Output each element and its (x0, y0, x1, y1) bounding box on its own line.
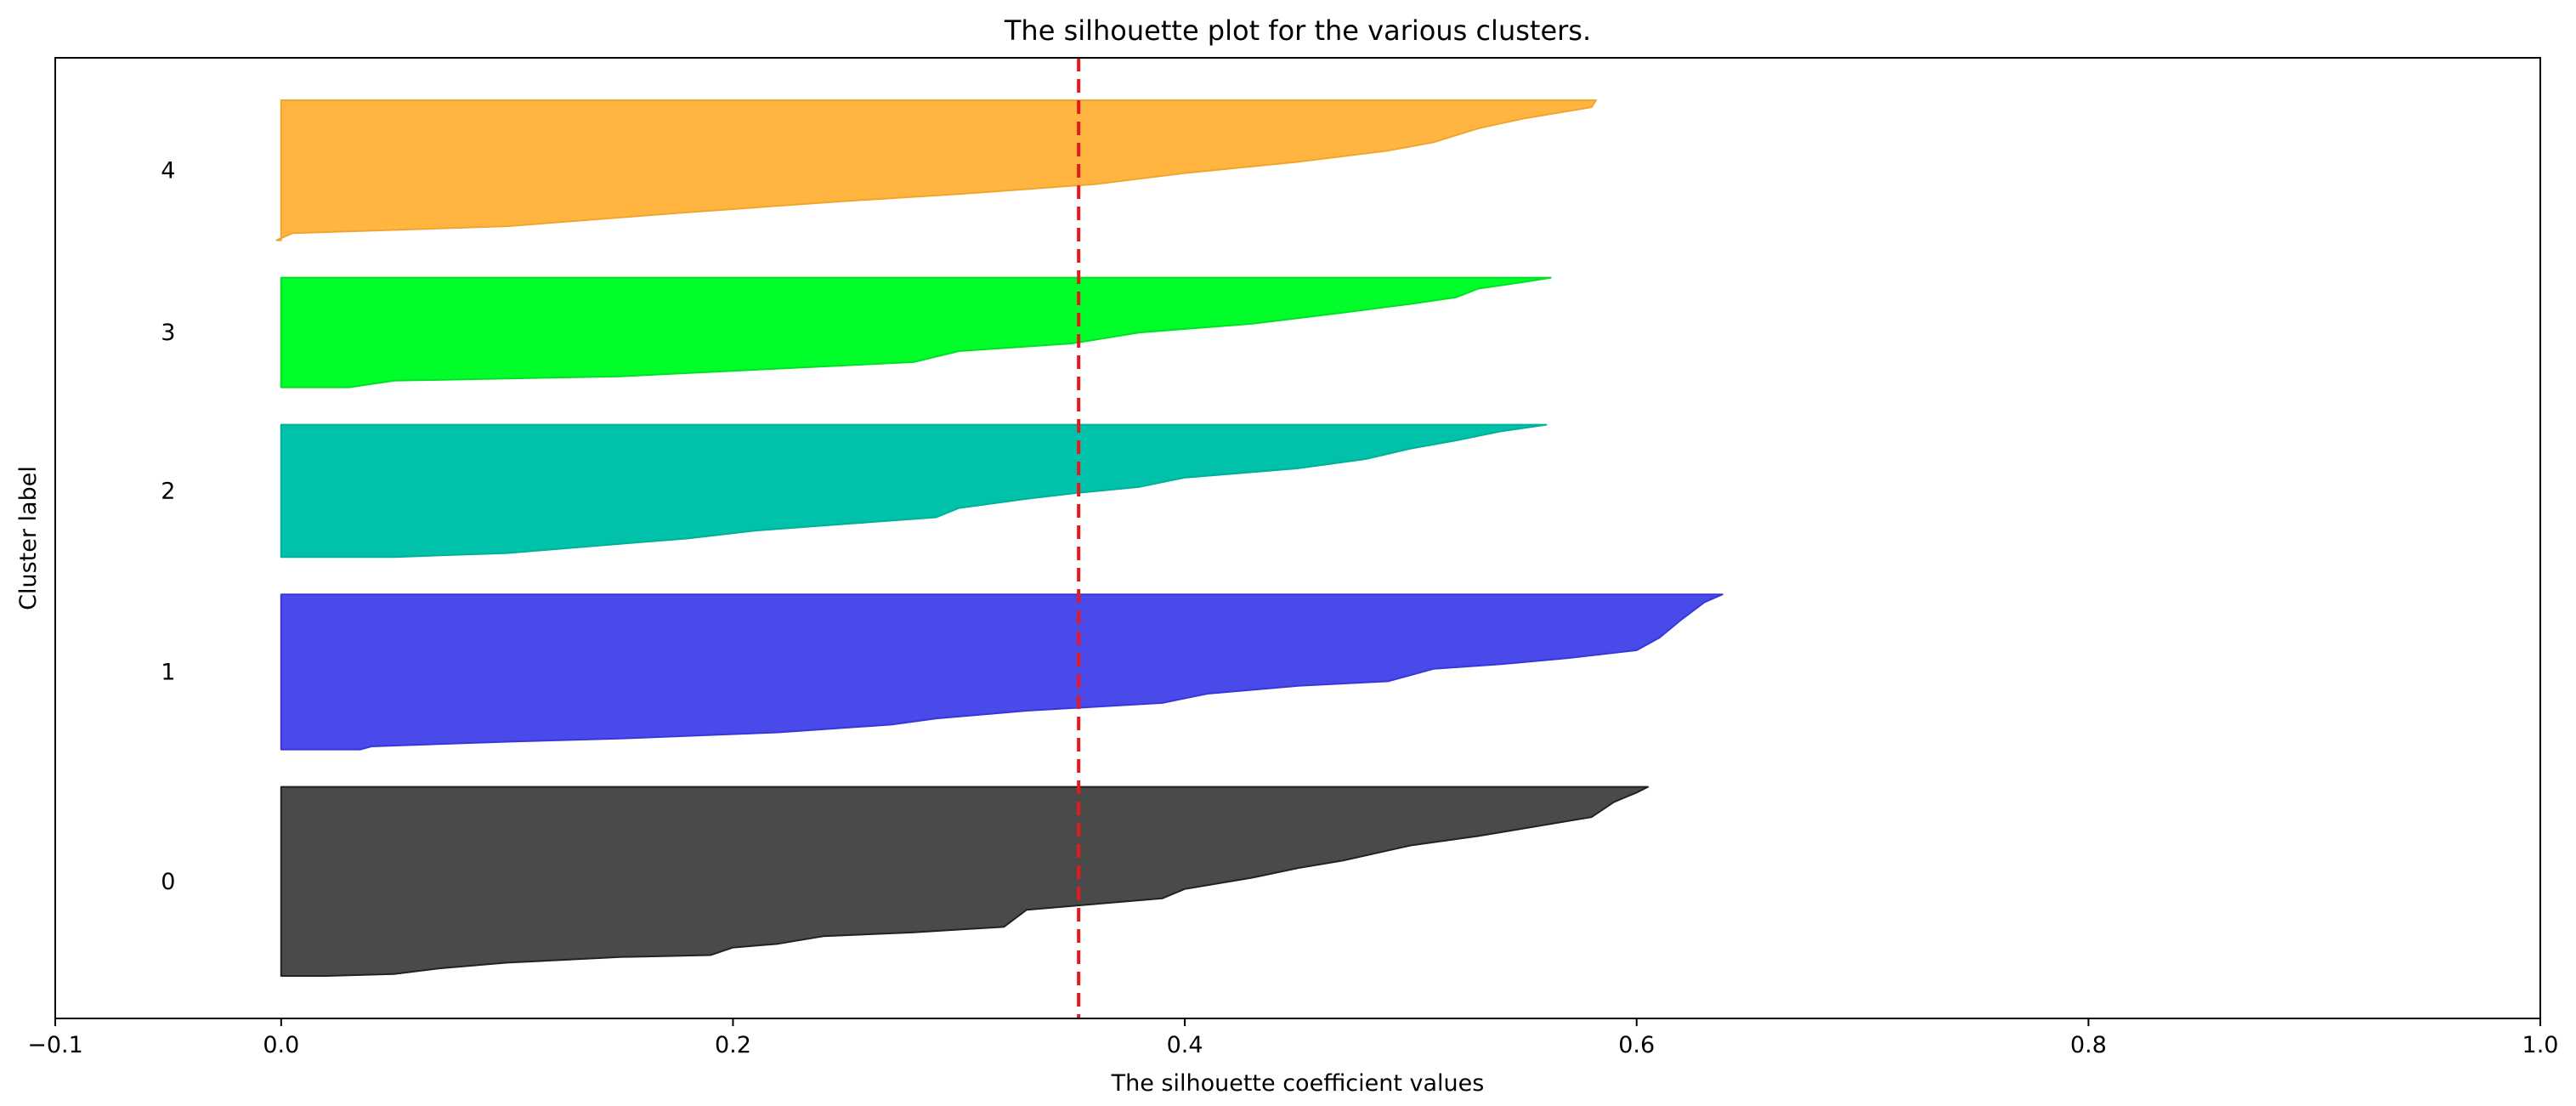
cluster-3-silhouette (280, 276, 1552, 389)
x-tick-label: 0.2 (715, 1032, 751, 1058)
x-axis-ticks: −0.1 0.0 0.2 0.4 0.6 0.8 1.0 (27, 1018, 2558, 1058)
chart-title: The silhouette plot for the various clus… (1004, 14, 1591, 47)
cluster-label-4: 4 (161, 157, 175, 184)
cluster-label-3: 3 (161, 320, 175, 346)
cluster-silhouettes (275, 99, 1724, 977)
cluster-2-silhouette (280, 423, 1548, 559)
x-tick-label: 0.6 (1618, 1032, 1655, 1058)
x-tick-label: 0.8 (2070, 1032, 2107, 1058)
y-axis-label: Cluster label (15, 466, 42, 610)
x-tick-label: 1.0 (2522, 1032, 2559, 1058)
cluster-labels: 0 1 2 3 4 (161, 157, 175, 895)
cluster-4-silhouette (275, 99, 1597, 241)
x-tick-label: 0.0 (263, 1032, 299, 1058)
cluster-label-2: 2 (161, 478, 175, 504)
cluster-0-silhouette (280, 786, 1649, 977)
x-axis-label: The silhouette coefficient values (1111, 1070, 1485, 1097)
plot-frame (54, 57, 2541, 1019)
x-tick-label: 0.4 (1167, 1032, 1203, 1058)
x-tick-label: −0.1 (27, 1032, 83, 1058)
cluster-label-0: 0 (161, 869, 175, 895)
cluster-1-silhouette (280, 593, 1724, 751)
cluster-label-1: 1 (161, 659, 175, 685)
